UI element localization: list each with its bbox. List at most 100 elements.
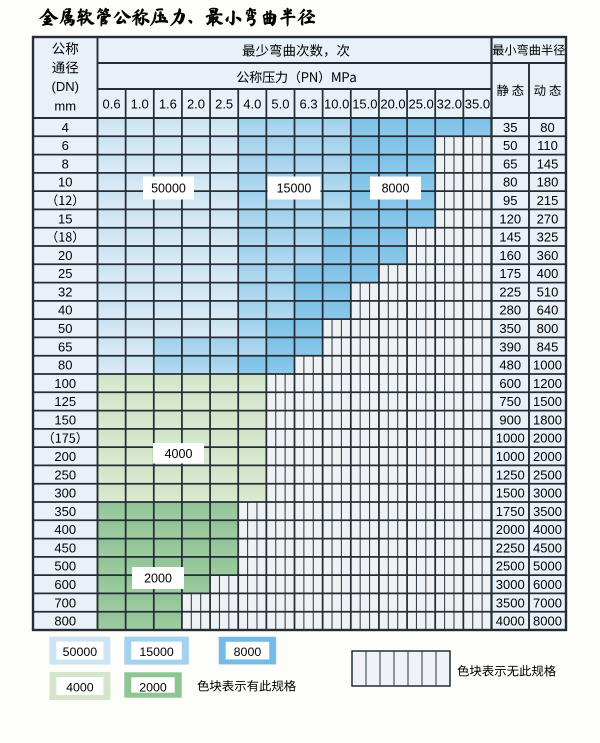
svg-text:175: 175 bbox=[499, 266, 521, 281]
svg-text:280: 280 bbox=[499, 303, 521, 318]
svg-text:1800: 1800 bbox=[533, 412, 562, 427]
svg-text:50000: 50000 bbox=[151, 182, 186, 196]
svg-text:2.0: 2.0 bbox=[187, 97, 205, 112]
svg-text:5.0: 5.0 bbox=[271, 97, 289, 112]
svg-text:1000: 1000 bbox=[496, 431, 525, 446]
svg-text:200: 200 bbox=[54, 449, 76, 464]
svg-text:2000: 2000 bbox=[533, 431, 562, 446]
svg-text:510: 510 bbox=[537, 284, 559, 299]
svg-text:250: 250 bbox=[54, 467, 76, 482]
svg-text:215: 215 bbox=[537, 193, 559, 208]
svg-text:350: 350 bbox=[54, 504, 76, 519]
svg-text:10: 10 bbox=[58, 175, 72, 190]
svg-text:390: 390 bbox=[499, 339, 521, 354]
svg-text:25.0: 25.0 bbox=[408, 97, 433, 112]
svg-text:2250: 2250 bbox=[496, 540, 525, 555]
svg-text:4: 4 bbox=[62, 120, 69, 135]
svg-text:400: 400 bbox=[537, 266, 559, 281]
svg-text:600: 600 bbox=[499, 376, 521, 391]
svg-text:8000: 8000 bbox=[533, 614, 562, 629]
svg-text:80: 80 bbox=[540, 120, 554, 135]
svg-text:32.0: 32.0 bbox=[437, 97, 462, 112]
svg-text:400: 400 bbox=[54, 522, 76, 537]
svg-text:65: 65 bbox=[503, 156, 517, 171]
svg-text:145: 145 bbox=[499, 230, 521, 245]
svg-text:4000: 4000 bbox=[66, 680, 94, 694]
svg-text:1200: 1200 bbox=[533, 376, 562, 391]
svg-text:145: 145 bbox=[537, 156, 559, 171]
svg-text:3500: 3500 bbox=[533, 504, 562, 519]
svg-text:640: 640 bbox=[537, 303, 559, 318]
svg-text:800: 800 bbox=[54, 614, 76, 629]
svg-text:2500: 2500 bbox=[496, 559, 525, 574]
svg-text:3000: 3000 bbox=[533, 486, 562, 501]
svg-text:1000: 1000 bbox=[496, 449, 525, 464]
svg-text:15000: 15000 bbox=[277, 182, 312, 196]
svg-text:270: 270 bbox=[537, 211, 559, 226]
svg-text:2000: 2000 bbox=[144, 572, 172, 586]
svg-text:95: 95 bbox=[503, 193, 517, 208]
svg-text:(DN): (DN) bbox=[52, 79, 79, 94]
svg-text:80: 80 bbox=[58, 358, 72, 373]
svg-text:7000: 7000 bbox=[533, 595, 562, 610]
svg-text:700: 700 bbox=[54, 595, 76, 610]
svg-text:3500: 3500 bbox=[496, 595, 525, 610]
svg-text:1250: 1250 bbox=[496, 467, 525, 482]
svg-text:5000: 5000 bbox=[533, 559, 562, 574]
svg-text:80: 80 bbox=[503, 175, 517, 190]
svg-text:6000: 6000 bbox=[533, 577, 562, 592]
svg-text:160: 160 bbox=[499, 248, 521, 263]
svg-text:225: 225 bbox=[499, 284, 521, 299]
svg-text:845: 845 bbox=[537, 339, 559, 354]
svg-text:120: 120 bbox=[499, 211, 521, 226]
svg-text:8000: 8000 bbox=[234, 645, 262, 659]
svg-text:10.0: 10.0 bbox=[324, 97, 349, 112]
svg-text:350: 350 bbox=[499, 321, 521, 336]
svg-text:600: 600 bbox=[54, 577, 76, 592]
svg-text:6: 6 bbox=[62, 138, 69, 153]
svg-text:2000: 2000 bbox=[496, 522, 525, 537]
svg-text:50000: 50000 bbox=[63, 645, 98, 659]
svg-text:1000: 1000 bbox=[533, 358, 562, 373]
svg-text:2000: 2000 bbox=[533, 449, 562, 464]
svg-text:50: 50 bbox=[58, 321, 72, 336]
svg-text:1.6: 1.6 bbox=[159, 97, 177, 112]
svg-text:25: 25 bbox=[58, 266, 72, 281]
svg-text:6.3: 6.3 bbox=[300, 97, 318, 112]
svg-text:1500: 1500 bbox=[496, 486, 525, 501]
svg-text:300: 300 bbox=[54, 486, 76, 501]
svg-text:450: 450 bbox=[54, 540, 76, 555]
svg-text:mm: mm bbox=[54, 99, 76, 114]
svg-text:40: 40 bbox=[58, 303, 72, 318]
svg-text:360: 360 bbox=[537, 248, 559, 263]
svg-text:4000: 4000 bbox=[496, 614, 525, 629]
svg-text:2500: 2500 bbox=[533, 467, 562, 482]
svg-text:8000: 8000 bbox=[382, 182, 410, 196]
svg-text:20.0: 20.0 bbox=[380, 97, 405, 112]
svg-text:110: 110 bbox=[537, 138, 558, 153]
svg-text:15: 15 bbox=[58, 211, 72, 226]
svg-text:0.6: 0.6 bbox=[103, 97, 121, 112]
svg-text:4.0: 4.0 bbox=[243, 97, 261, 112]
svg-text:4000: 4000 bbox=[533, 522, 562, 537]
svg-text:35.0: 35.0 bbox=[465, 97, 490, 112]
svg-text:500: 500 bbox=[54, 559, 76, 574]
svg-text:15.0: 15.0 bbox=[352, 97, 377, 112]
svg-text:35: 35 bbox=[503, 120, 517, 135]
svg-text:4500: 4500 bbox=[533, 540, 562, 555]
svg-text:32: 32 bbox=[58, 284, 72, 299]
svg-text:2000: 2000 bbox=[139, 681, 167, 695]
svg-text:8: 8 bbox=[62, 156, 69, 171]
svg-text:1.0: 1.0 bbox=[131, 97, 149, 112]
svg-text:325: 325 bbox=[537, 230, 559, 245]
svg-text:65: 65 bbox=[58, 339, 72, 354]
svg-text:480: 480 bbox=[499, 358, 521, 373]
svg-text:50: 50 bbox=[503, 138, 517, 153]
svg-text:100: 100 bbox=[54, 376, 76, 391]
svg-text:1750: 1750 bbox=[496, 504, 525, 519]
svg-text:900: 900 bbox=[499, 412, 521, 427]
svg-text:800: 800 bbox=[537, 321, 559, 336]
svg-text:3000: 3000 bbox=[496, 577, 525, 592]
svg-text:750: 750 bbox=[499, 394, 521, 409]
svg-text:125: 125 bbox=[54, 394, 76, 409]
